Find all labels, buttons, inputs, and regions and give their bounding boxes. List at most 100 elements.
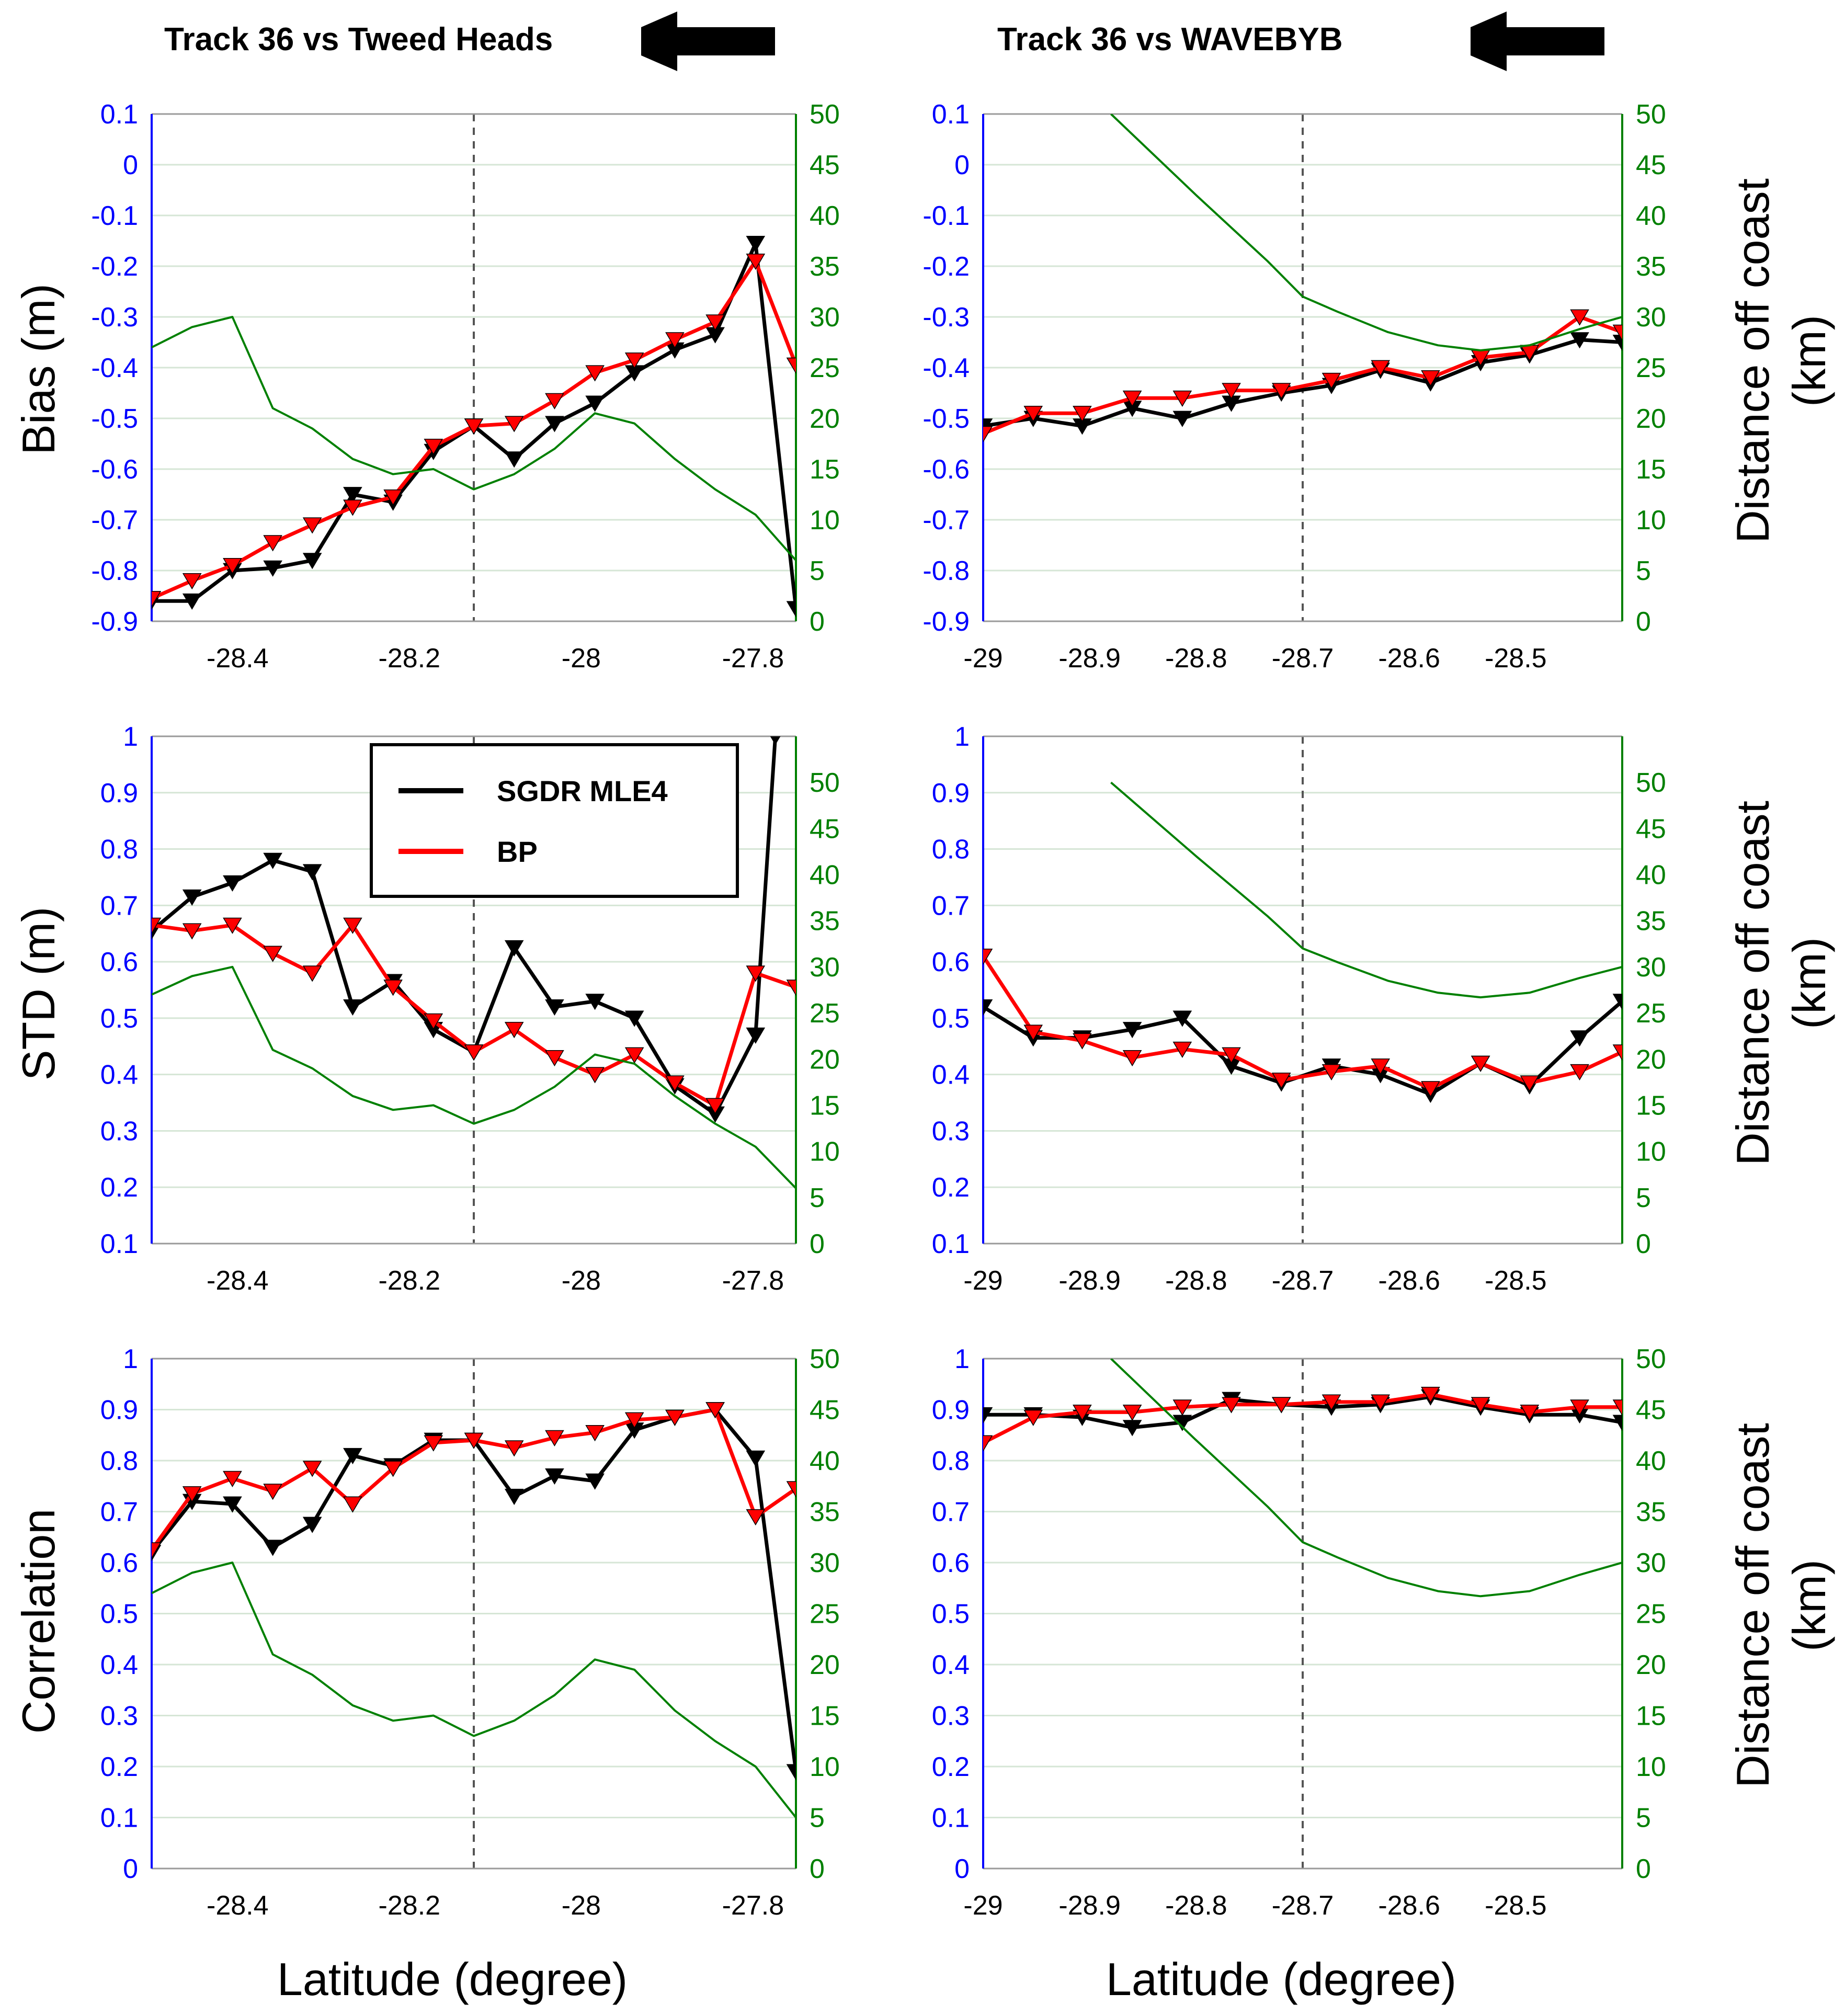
xtick-label-bias-tweed-0: -28.4 xyxy=(207,643,269,674)
ytick-label-corr-tweed-6: 0.4 xyxy=(100,1650,138,1680)
ytick-label-corr-tweed-0: 1 xyxy=(123,1344,138,1374)
marker-bias-wavebyb-1-7 xyxy=(1322,372,1341,390)
left-arrow-icon xyxy=(641,12,775,71)
marker-corr-tweed-0-9 xyxy=(504,1488,524,1506)
marker-std-tweed-1-4 xyxy=(302,965,322,982)
marker-std-tweed-0-15 xyxy=(746,1027,766,1044)
marker-corr-wavebyb-1-9 xyxy=(1421,1386,1440,1404)
ytick-label-std-wavebyb-4: 0.6 xyxy=(932,947,970,977)
y2tick-label-std-wavebyb-2: 40 xyxy=(1636,860,1666,891)
marker-bias-tweed-0-11 xyxy=(585,395,605,412)
marker-std-tweed-0-10 xyxy=(545,999,564,1016)
marker-corr-tweed-0-3 xyxy=(263,1540,282,1556)
ytick-label-bias-wavebyb-5: -0.4 xyxy=(922,353,970,383)
y2tick-label-std-wavebyb-1: 45 xyxy=(1636,814,1666,844)
marker-std-tweed-1-10 xyxy=(545,1050,564,1067)
y2tick-label-corr-tweed-8: 10 xyxy=(810,1752,840,1782)
ytick-label-corr-tweed-2: 0.8 xyxy=(100,1446,138,1476)
marker-std-wavebyb-1-3 xyxy=(1122,1050,1142,1067)
y2tick-label-corr-wavebyb-9: 5 xyxy=(1636,1803,1651,1833)
series-line-std-wavebyb-1 xyxy=(983,955,1622,1091)
xlabel-right: Latitude (degree) xyxy=(1106,1953,1456,2005)
y2tick-label-bias-wavebyb-9: 5 xyxy=(1636,556,1651,586)
y2tick-label-std-tweed-1: 45 xyxy=(810,814,840,844)
y2tick-label-std-wavebyb-9: 5 xyxy=(1636,1183,1651,1213)
legend-box xyxy=(370,743,739,898)
y2tick-label-corr-tweed-3: 35 xyxy=(810,1497,840,1528)
xtick-label-bias-wavebyb-3: -28.7 xyxy=(1272,643,1334,674)
marker-corr-tweed-1-9 xyxy=(504,1440,524,1457)
ytick-label-std-tweed-8: 0.2 xyxy=(100,1172,138,1203)
panel-std-tweed: 10.90.80.70.60.50.40.30.20.1504540353025… xyxy=(100,722,840,1296)
marker-corr-tweed-1-14 xyxy=(705,1402,725,1419)
marker-bias-tweed-1-7 xyxy=(424,439,443,455)
xtick-label-std-tweed-3: -27.8 xyxy=(722,1266,784,1296)
marker-std-tweed-1-6 xyxy=(383,979,403,996)
ytick-label-corr-wavebyb-9: 0.1 xyxy=(932,1803,970,1833)
marker-bias-wavebyb-0-13 xyxy=(1612,335,1622,351)
ytick-label-std-wavebyb-1: 0.9 xyxy=(932,778,970,808)
marker-bias-wavebyb-0-12 xyxy=(1570,332,1589,349)
ytick-label-bias-tweed-9: -0.8 xyxy=(91,556,138,586)
ytick-label-bias-wavebyb-1: 0 xyxy=(954,150,970,180)
series-corr-tweed-2 xyxy=(152,1562,796,1818)
ytick-label-std-tweed-2: 0.8 xyxy=(100,835,138,865)
marker-corr-tweed-0-5 xyxy=(343,1448,362,1465)
series-std-tweed-2 xyxy=(152,965,796,1189)
marker-bias-tweed-1-5 xyxy=(343,499,362,516)
y2tick-label-bias-wavebyb-0: 50 xyxy=(1636,99,1666,130)
marker-std-wavebyb-1-11 xyxy=(1520,1075,1540,1092)
marker-std-tweed-1-1 xyxy=(182,923,202,940)
y2label-bottom-line1: Distance off coast xyxy=(1727,1423,1779,1788)
xtick-label-corr-wavebyb-5: -28.5 xyxy=(1485,1890,1547,1921)
marker-corr-wavebyb-1-13 xyxy=(1612,1399,1622,1416)
series-line-bias-wavebyb-1 xyxy=(983,315,1622,436)
y2tick-label-bias-tweed-5: 25 xyxy=(810,353,840,383)
ylabel-correlation: Correlation xyxy=(13,1509,64,1734)
y2tick-label-bias-wavebyb-6: 20 xyxy=(1636,404,1666,434)
series-line-bias-wavebyb-2 xyxy=(1110,114,1622,351)
y2tick-label-std-wavebyb-10: 0 xyxy=(1636,1229,1651,1259)
y2tick-label-corr-wavebyb-0: 50 xyxy=(1636,1344,1666,1374)
ytick-label-std-wavebyb-3: 0.7 xyxy=(932,891,970,921)
legend-label-mle4: SGDR MLE4 xyxy=(497,774,668,807)
marker-corr-tweed-1-11 xyxy=(585,1425,605,1442)
xtick-label-corr-tweed-2: -28 xyxy=(562,1890,601,1921)
y2tick-label-bias-wavebyb-8: 10 xyxy=(1636,505,1666,536)
ytick-label-corr-wavebyb-10: 0 xyxy=(954,1854,970,1884)
xtick-label-corr-wavebyb-3: -28.7 xyxy=(1272,1890,1334,1921)
ytick-label-corr-tweed-9: 0.1 xyxy=(100,1803,138,1833)
ylabel-std: STD (m) xyxy=(13,907,64,1080)
y2tick-label-bias-tweed-0: 50 xyxy=(810,99,840,130)
marker-std-tweed-1-7 xyxy=(424,1013,443,1030)
panel-bias-wavebyb: 0.1 0 -0.1 -0.2 -0.3 -0.4 -0.5 -0.6 -0.7 -0.8 -0.9… xyxy=(922,99,1666,674)
marker-std-wavebyb-0-4 xyxy=(1172,1010,1192,1027)
y2tick-label-std-tweed-9: 5 xyxy=(810,1183,825,1213)
xtick-label-corr-wavebyb-2: -28.8 xyxy=(1165,1890,1227,1921)
marker-bias-tweed-1-16 xyxy=(786,357,796,374)
y2label-bottom: Distance off coast (km) xyxy=(1727,1423,1835,1788)
series-line-bias-wavebyb-0 xyxy=(983,338,1622,428)
ytick-label-bias-tweed-4: -0.3 xyxy=(91,302,138,333)
ytick-label-std-wavebyb-2: 0.8 xyxy=(932,835,970,865)
ytick-label-corr-wavebyb-7: 0.3 xyxy=(932,1701,970,1732)
ytick-label-bias-tweed-1: 0 xyxy=(123,150,138,180)
series-bias-tweed-2 xyxy=(152,316,796,561)
xtick-label-std-wavebyb-1: -28.9 xyxy=(1058,1266,1121,1296)
y2label-top: Distance off coast (km) xyxy=(1727,178,1835,543)
marker-bias-wavebyb-0-4 xyxy=(1172,411,1192,427)
marker-corr-tweed-0-4 xyxy=(302,1517,322,1533)
marker-corr-tweed-1-6 xyxy=(383,1461,403,1477)
title-right: Track 36 vs WAVEBYB xyxy=(997,21,1343,58)
ytick-label-std-tweed-6: 0.4 xyxy=(100,1060,138,1090)
marker-std-tweed-1-9 xyxy=(504,1022,524,1039)
y2tick-label-std-tweed-5: 25 xyxy=(810,998,840,1029)
ytick-label-corr-wavebyb-8: 0.2 xyxy=(932,1752,970,1782)
y2label-top-line1: Distance off coast xyxy=(1727,178,1779,543)
panel-corr-tweed: 10.90.80.70.60.50.40.30.20.1050454035302… xyxy=(100,1344,840,1921)
y2tick-label-std-wavebyb-8: 10 xyxy=(1636,1137,1666,1167)
y2tick-label-bias-tweed-8: 10 xyxy=(810,505,840,536)
marker-std-tweed-0-4 xyxy=(302,864,322,881)
y2label-middle: Distance off coast (km) xyxy=(1727,801,1835,1166)
